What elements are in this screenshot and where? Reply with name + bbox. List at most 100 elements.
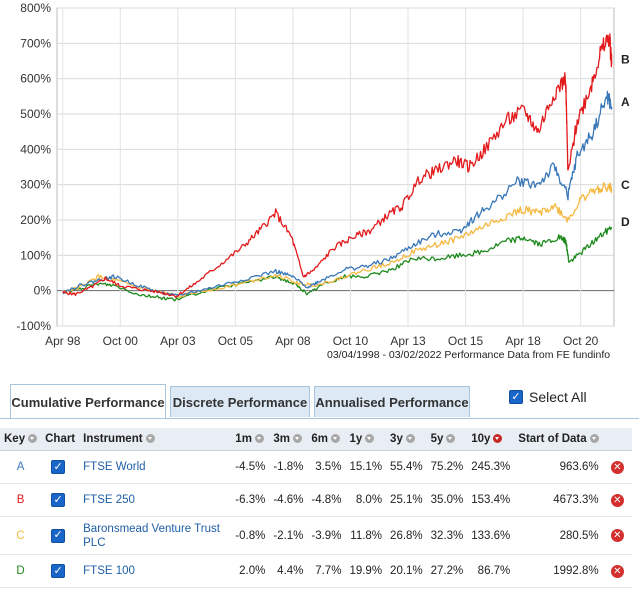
x-tick-label: Oct 05: [218, 334, 254, 348]
row-remove[interactable]: ✕: [602, 516, 632, 555]
instrument-link[interactable]: Baronsmead Venture Trust PLC: [83, 522, 220, 549]
row-1m: 2.0%: [231, 554, 270, 588]
series-label-c: C: [621, 178, 630, 192]
row-instrument[interactable]: FTSE 100: [79, 554, 232, 588]
col-5y[interactable]: 5y: [426, 428, 468, 451]
col-5y-label: 5y: [430, 433, 444, 445]
instrument-link[interactable]: FTSE 250: [83, 494, 135, 506]
row-10y: 133.6%: [467, 516, 515, 555]
instrument-link[interactable]: FTSE 100: [83, 565, 135, 577]
y-tick-label: 500%: [20, 107, 51, 121]
sort-icon[interactable]: [254, 434, 264, 444]
row-key: D: [0, 554, 42, 588]
row-1m: -4.5%: [231, 450, 270, 484]
sort-icon[interactable]: [331, 434, 341, 444]
select-all-checkbox[interactable]: ✓: [509, 390, 523, 404]
y-tick-label: 600%: [20, 72, 51, 86]
sort-icon[interactable]: [365, 434, 375, 444]
row-chart-toggle[interactable]: ✓: [41, 483, 80, 517]
x-tick-label: Oct 20: [563, 334, 599, 348]
row-5y: 35.0%: [426, 483, 468, 517]
tab-discrete-performance[interactable]: Discrete Performance: [170, 386, 310, 417]
row-3m: -2.1%: [269, 516, 308, 555]
row-key-letter: D: [16, 565, 25, 577]
series-label-b: B: [621, 53, 630, 67]
col-instrument-label: Instrument: [83, 433, 143, 445]
row-key: C: [0, 516, 42, 555]
col-1y[interactable]: 1y: [345, 428, 387, 451]
row-instrument[interactable]: FTSE World: [79, 450, 232, 484]
row-3y: 20.1%: [386, 554, 427, 588]
col-instrument[interactable]: Instrument: [79, 428, 232, 451]
x-tick-label: Oct 15: [448, 334, 484, 348]
col-1m-label: 1m: [235, 433, 252, 445]
y-tick-label: 400%: [20, 142, 51, 156]
row-instrument[interactable]: FTSE 250: [79, 483, 232, 517]
y-tick-label: 200%: [20, 213, 51, 227]
sort-icon[interactable]: [292, 434, 302, 444]
series-label-d: D: [621, 215, 630, 229]
col-chart-label: Chart: [45, 433, 76, 445]
chart-checkbox[interactable]: ✓: [51, 564, 66, 578]
row-key-letter: C: [16, 529, 25, 542]
row-instrument[interactable]: Baronsmead Venture Trust PLC: [79, 516, 232, 555]
tab-annualised-performance[interactable]: Annualised Performance: [314, 386, 470, 417]
tabs-bar: Cumulative Performance Discrete Performa…: [0, 383, 639, 421]
sort-icon[interactable]: [145, 434, 155, 444]
remove-icon[interactable]: ✕: [610, 529, 624, 542]
col-start-label: Start of Data: [518, 433, 587, 445]
chart-checkbox[interactable]: ✓: [51, 493, 66, 507]
series-line-b: [62, 33, 613, 298]
row-chart-toggle[interactable]: ✓: [41, 516, 80, 555]
x-tick-label: Apr 03: [160, 334, 196, 348]
table-row: D ✓ FTSE 100 2.0% 4.4% 7.7% 19.9% 20.1% 27.2% 86.…: [0, 554, 632, 588]
y-tick-label: 800%: [20, 1, 51, 15]
tab-cumulative-performance[interactable]: Cumulative Performance: [10, 384, 166, 419]
col-10y[interactable]: 10y: [467, 428, 515, 451]
col-remove: [602, 428, 632, 451]
row-10y: 245.3%: [467, 450, 515, 484]
performance-chart: 800%700%600%500%400%300%200%100%0%-100%A…: [16, 1, 630, 361]
remove-icon[interactable]: ✕: [610, 460, 624, 474]
row-1y: 19.9%: [345, 554, 387, 588]
row-remove[interactable]: ✕: [602, 483, 632, 517]
sort-icon[interactable]: [28, 434, 38, 444]
col-3m[interactable]: 3m: [269, 428, 308, 451]
y-tick-label: -100%: [16, 319, 51, 333]
col-3y[interactable]: 3y: [386, 428, 427, 451]
sort-icon[interactable]: [589, 434, 599, 444]
row-start-of-data: 280.5%: [514, 516, 603, 555]
x-tick-label: Apr 98: [45, 334, 81, 348]
row-3y: 26.8%: [386, 516, 427, 555]
chart-checkbox[interactable]: ✓: [51, 528, 66, 543]
sort-icon[interactable]: [405, 434, 415, 444]
sort-icon[interactable]: [446, 434, 456, 444]
x-tick-label: Oct 10: [333, 334, 369, 348]
row-remove[interactable]: ✕: [602, 450, 632, 484]
series-line-d: [62, 226, 613, 302]
row-chart-toggle[interactable]: ✓: [41, 554, 80, 588]
remove-icon[interactable]: ✕: [610, 564, 624, 578]
select-all-label: Select All: [529, 389, 587, 405]
col-start-of-data[interactable]: Start of Data: [514, 428, 603, 451]
row-chart-toggle[interactable]: ✓: [41, 450, 80, 484]
select-all[interactable]: ✓ Select All: [509, 388, 587, 406]
row-remove[interactable]: ✕: [602, 554, 632, 588]
col-1m[interactable]: 1m: [231, 428, 270, 451]
col-key[interactable]: Key: [0, 428, 42, 451]
row-5y: 27.2%: [426, 554, 468, 588]
row-3m: -4.6%: [269, 483, 308, 517]
table-row: A ✓ FTSE World -4.5% -1.8% 3.5% 15.1% 55.4% 75.2…: [0, 450, 632, 484]
row-6m: 7.7%: [307, 554, 346, 588]
row-10y: 86.7%: [467, 554, 515, 588]
plot-area: [56, 7, 615, 327]
instrument-link[interactable]: FTSE World: [83, 461, 146, 473]
row-1y: 8.0%: [345, 483, 387, 517]
col-6m[interactable]: 6m: [307, 428, 346, 451]
tabs-underline: [0, 418, 639, 419]
x-tick-label: Apr 08: [275, 334, 311, 348]
sort-active-icon[interactable]: [493, 434, 503, 444]
chart-checkbox[interactable]: ✓: [51, 460, 66, 474]
remove-icon[interactable]: ✕: [610, 493, 624, 507]
y-tick-label: 300%: [20, 178, 51, 192]
